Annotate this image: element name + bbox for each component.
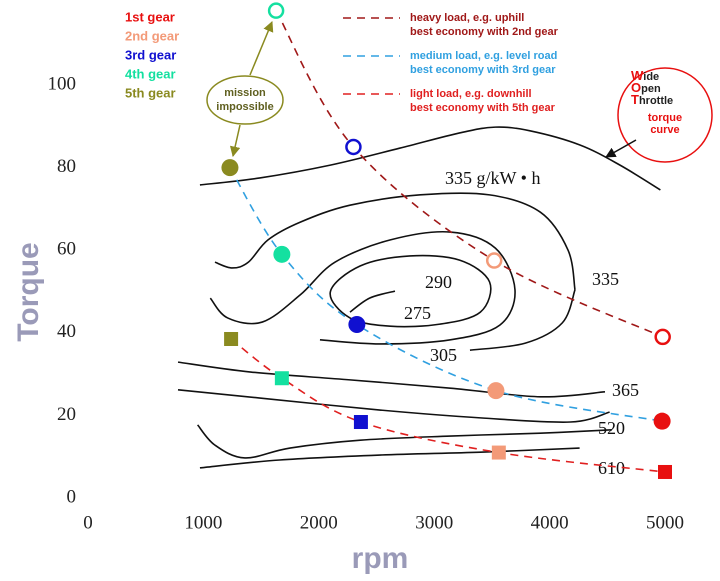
contour-line <box>197 424 612 459</box>
y-tick-label: 60 <box>57 239 76 260</box>
load-curve <box>229 167 663 422</box>
wot-label: Open <box>631 80 661 95</box>
contour-line <box>349 290 396 313</box>
y-tick-label: 40 <box>57 321 76 342</box>
x-tick-label: 4000 <box>531 512 569 533</box>
marker <box>345 138 362 156</box>
contour-label: 305 <box>430 345 457 365</box>
x-tick-label: 2000 <box>300 512 338 533</box>
x-tick-label: 3000 <box>415 512 453 533</box>
marker <box>353 415 368 430</box>
marker <box>267 2 285 19</box>
annotation-text: impossible <box>216 101 273 113</box>
gear-legend: 1st gear <box>125 9 175 24</box>
gear-legend: 4th gear <box>125 66 176 81</box>
marker <box>224 331 239 346</box>
marker <box>653 412 671 430</box>
y-axis-title: Torque <box>12 242 45 341</box>
wot-sublabel: torque <box>648 112 682 124</box>
contour-label: 275 <box>404 303 431 323</box>
legend-label: light load, e.g. downhill <box>410 88 532 100</box>
gear-legend: 2nd gear <box>125 28 179 43</box>
wot-arrow <box>605 139 637 158</box>
contour-label: 335 g/kW • h <box>445 168 540 188</box>
marker <box>221 159 239 177</box>
wot-circle <box>617 67 713 163</box>
y-tick-label: 20 <box>57 404 76 425</box>
marker <box>273 245 291 263</box>
annotation-ellipse <box>206 75 284 125</box>
contour-label: 610 <box>598 458 625 478</box>
contour-line <box>199 447 580 469</box>
contour-line <box>469 289 576 351</box>
torque-curve <box>199 126 661 191</box>
annotation-arrow <box>229 124 241 158</box>
marker <box>654 328 671 346</box>
legend-note: best economy with 2nd gear <box>410 26 559 38</box>
marker <box>487 382 505 400</box>
y-tick-label: 100 <box>48 73 77 94</box>
annotation-text: mission <box>224 87 266 99</box>
marker <box>485 252 503 269</box>
wot-sublabel: curve <box>650 124 679 136</box>
legend-note: best economy with 5th gear <box>410 102 556 114</box>
wot-label: Throttle <box>631 92 673 107</box>
gear-legend: 3rd gear <box>125 47 176 62</box>
wot-label: Wide <box>631 68 659 83</box>
contour-line <box>329 254 492 328</box>
contour-label: 290 <box>425 272 452 292</box>
x-tick-label: 0 <box>83 512 93 533</box>
contour-label: 520 <box>598 418 625 438</box>
gear-legend: 5th gear <box>125 85 176 100</box>
x-tick-label: 5000 <box>646 512 684 533</box>
load-curve <box>275 10 664 338</box>
contour-line <box>214 192 576 290</box>
marker <box>491 445 506 460</box>
marker <box>348 316 366 334</box>
legend-note: best economy with 3rd gear <box>410 64 556 76</box>
y-tick-label: 0 <box>67 486 77 507</box>
marker <box>658 464 672 479</box>
marker <box>274 371 289 386</box>
contour-label: 365 <box>612 380 639 400</box>
legend-label: heavy load, e.g. uphill <box>410 12 524 24</box>
annotation-arrow <box>249 21 274 76</box>
legend-label: medium load, e.g. level road <box>410 50 557 62</box>
load-curve <box>230 338 666 473</box>
contour-label: 335 <box>592 269 619 289</box>
contour-line <box>177 361 606 398</box>
x-axis-title: rpm <box>352 542 409 575</box>
x-tick-label: 1000 <box>184 512 222 533</box>
contour-line <box>177 388 610 423</box>
y-tick-label: 80 <box>57 156 76 177</box>
